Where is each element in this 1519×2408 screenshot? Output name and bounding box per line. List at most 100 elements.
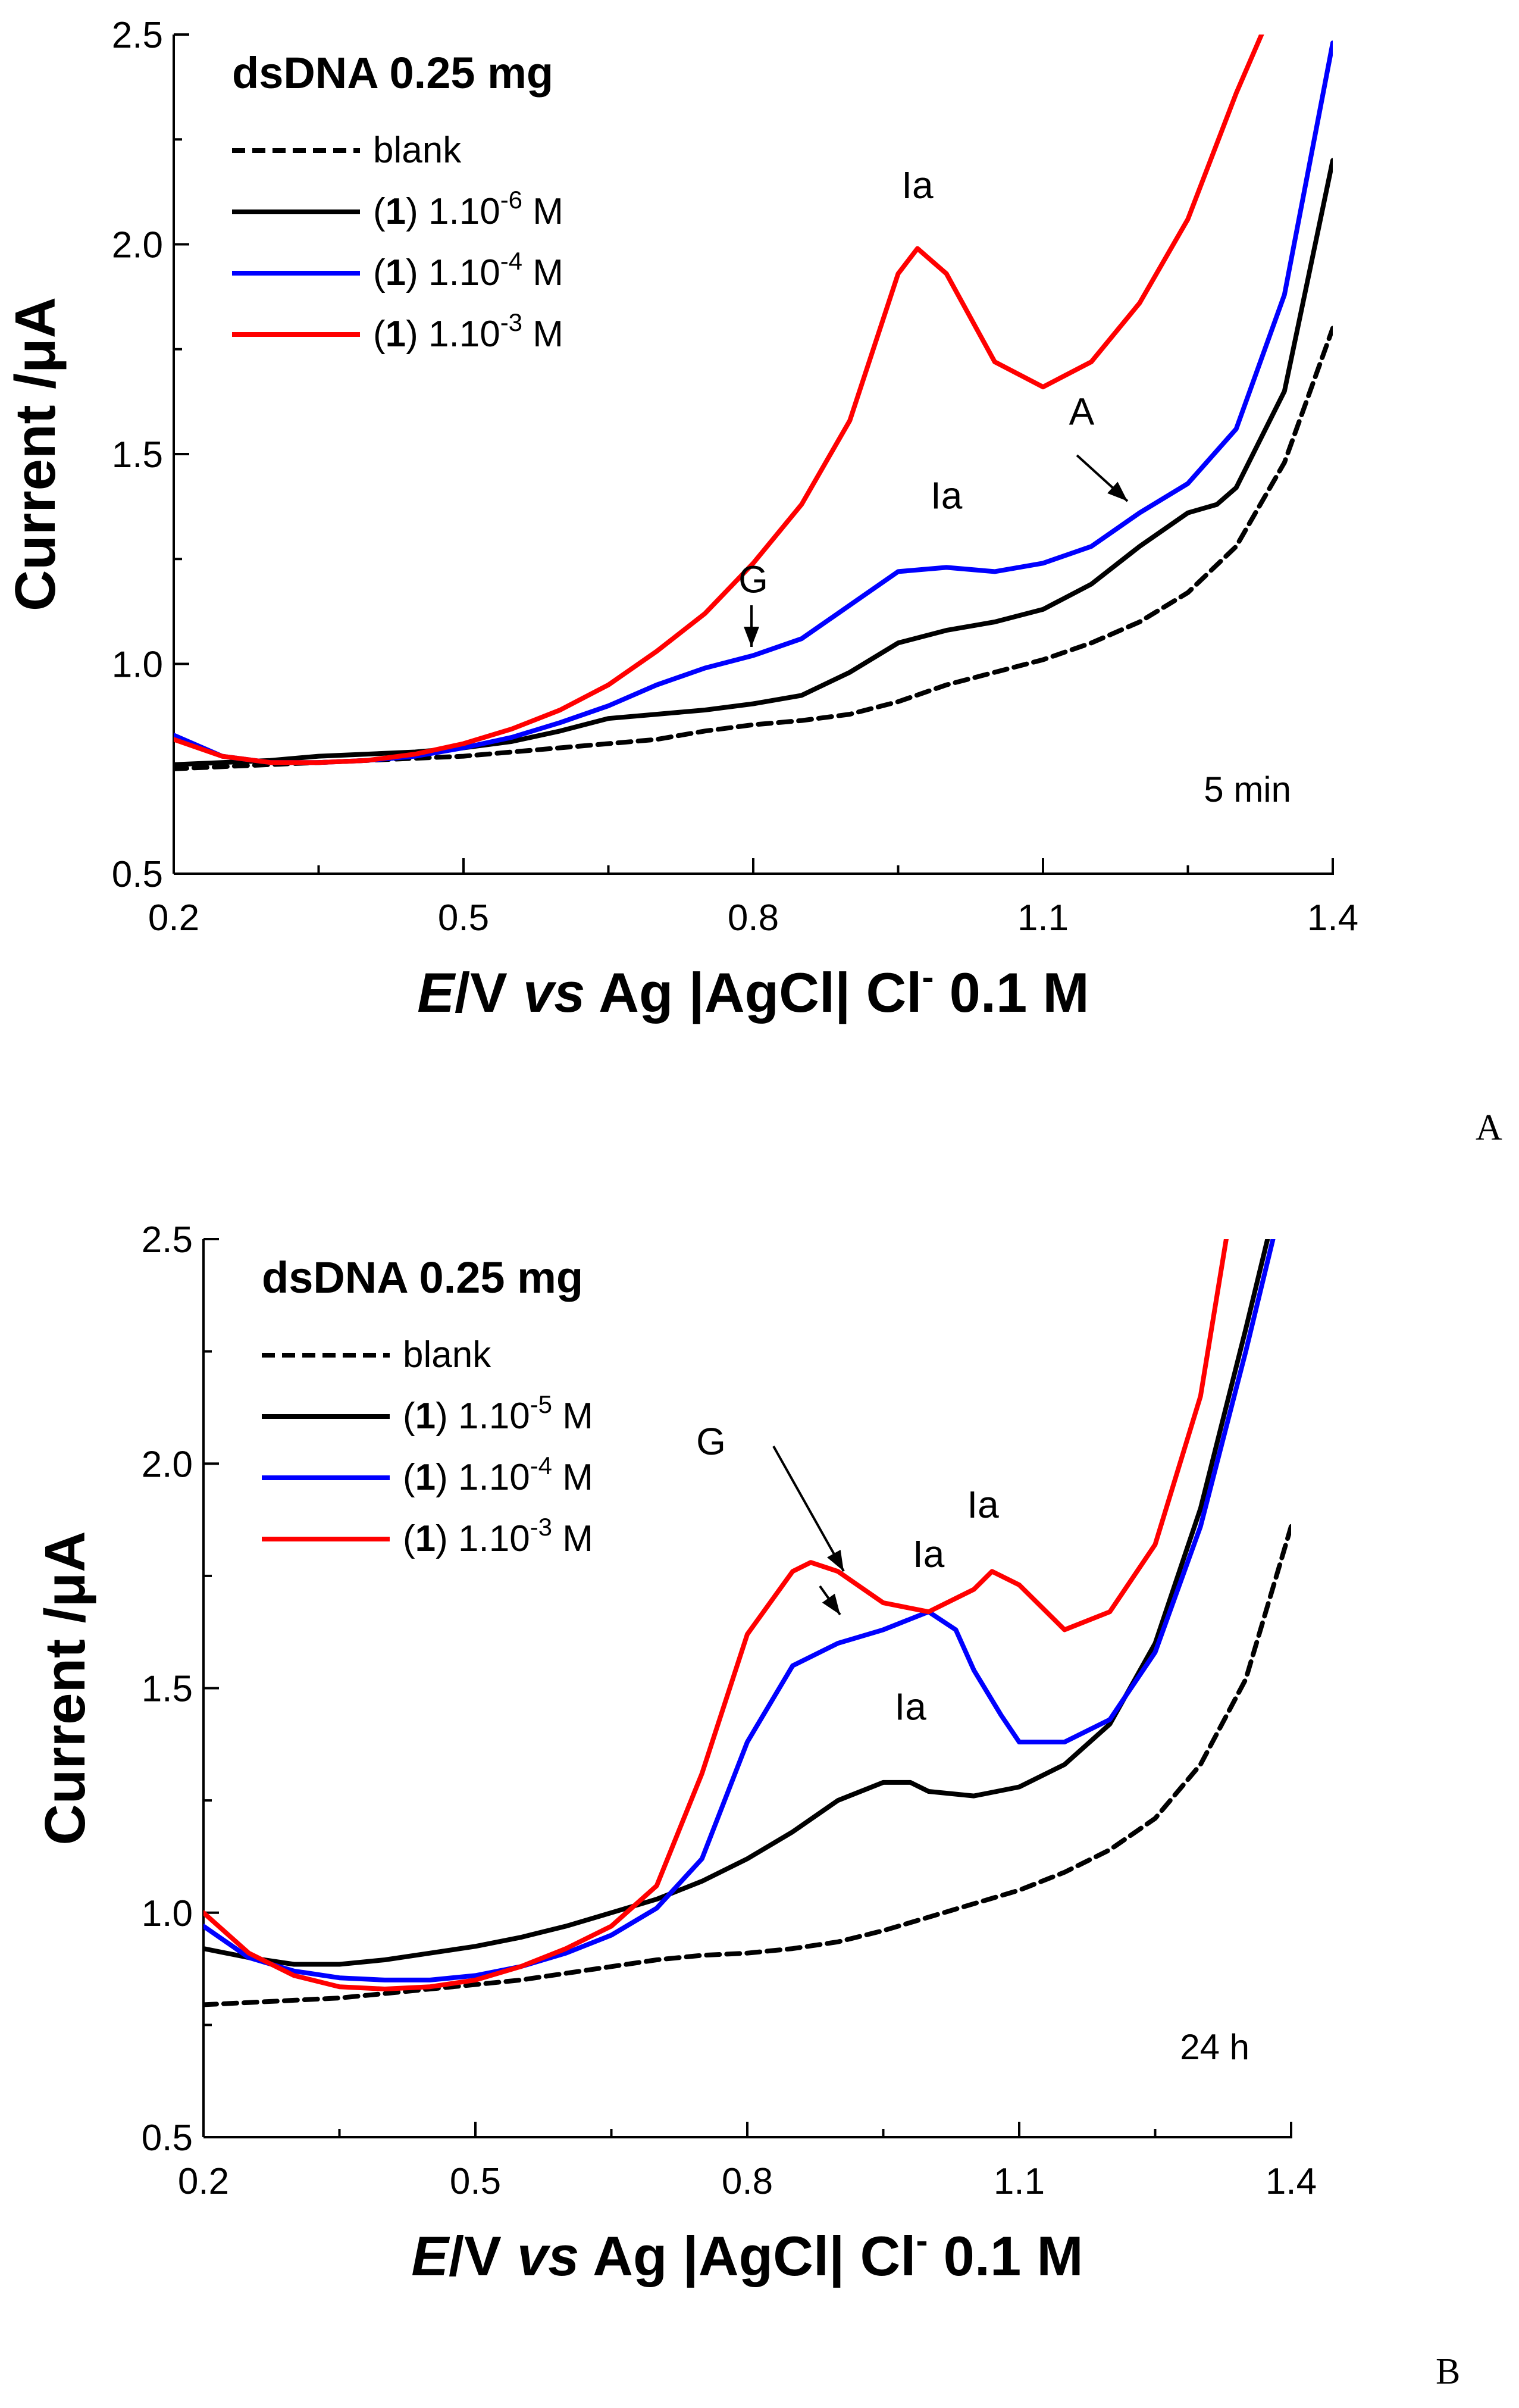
legend-exponent: -5 <box>530 1390 552 1418</box>
legend-compound: 1 <box>386 314 406 355</box>
curves <box>203 1239 1291 2007</box>
legend-paren: ( <box>403 1518 415 1559</box>
series-line-blank <box>203 1524 1291 2007</box>
legend-exponent: -3 <box>500 308 522 336</box>
legend-unit: M <box>522 252 563 293</box>
annotation-label: Ia <box>931 474 963 517</box>
a-arrow <box>1076 454 1129 502</box>
annotation-label: Ia <box>895 1685 927 1728</box>
series-line-conc-5 <box>203 1239 1270 1967</box>
series-line-conc-3 <box>203 1239 1229 1991</box>
x-axis-label: E/V vs Ag |AgCl| Cl- 0.1 M <box>417 957 1089 1024</box>
series-line-conc-3 <box>174 35 1264 765</box>
legend-exponent: -4 <box>500 247 522 275</box>
x-tick-label: 1.4 <box>1307 897 1358 939</box>
y-tick-label: 2.0 <box>112 225 163 266</box>
legend-label: (1) 1.10-3 M <box>373 308 563 355</box>
g-arrow-b2 <box>819 1585 841 1616</box>
y-tick-label: 2.0 <box>142 1444 193 1485</box>
panel-header: dsDNA 0.25 mg <box>232 48 553 98</box>
x-label-electrode: Ag |AgCl| Cl <box>585 961 922 1024</box>
legend-compound: 1 <box>415 1457 436 1498</box>
x-label-electrode: Ag |AgCl| Cl <box>579 2225 916 2288</box>
x-label-var: E <box>411 2225 450 2287</box>
legend-compound: 1 <box>415 1396 436 1437</box>
legend-conc: ) 1.10 <box>436 1457 530 1498</box>
legend-text: blank <box>373 130 462 171</box>
legend-exponent: -3 <box>530 1513 552 1541</box>
legend-label: (1) 1.10-6 M <box>373 186 563 232</box>
x-tick-label: 0.5 <box>438 897 489 939</box>
legend-text: blank <box>403 1334 491 1375</box>
series-line-conc-4 <box>174 40 1333 765</box>
x-label-sup: - <box>916 2221 928 2260</box>
y-tick-label: 1.5 <box>142 1669 193 1710</box>
y-tick-label: 2.5 <box>142 1219 193 1261</box>
series-line-conc-4 <box>203 1239 1276 1982</box>
legend-compound: 1 <box>386 191 406 232</box>
x-tick-label: 0.2 <box>178 2161 229 2202</box>
g-arrow-a <box>744 605 759 647</box>
x-tick-label: 0.2 <box>148 897 199 939</box>
x-tick-label: 0.8 <box>728 897 779 939</box>
legend-paren: ( <box>403 1396 415 1437</box>
legend-label: (1) 1.10-3 M <box>403 1513 593 1559</box>
y-axis-label: Current /μA <box>33 1531 97 1845</box>
legend-unit: M <box>552 1518 593 1559</box>
x-label-conc: 0.1 M <box>928 2225 1083 2287</box>
legend-label: (1) 1.10-4 M <box>403 1452 593 1498</box>
legend-paren: ( <box>373 191 386 232</box>
legend-label: blank <box>403 1334 491 1375</box>
legend-conc: ) 1.10 <box>406 191 500 232</box>
annotation-label: Ia <box>967 1483 999 1526</box>
legend-compound: 1 <box>415 1518 436 1559</box>
y-tick-label: 2.5 <box>112 15 163 56</box>
legend-unit: M <box>522 191 563 232</box>
x-label-unit: /V <box>455 961 523 1024</box>
x-label-unit: /V <box>449 2225 517 2287</box>
g-arrow-b <box>772 1446 845 1572</box>
arrow-head <box>1107 481 1127 501</box>
legend-label: blank <box>373 130 462 171</box>
legend-paren: ( <box>373 252 386 293</box>
y-tick-label: 1.0 <box>142 1893 193 1934</box>
legend-conc: ) 1.10 <box>436 1518 530 1559</box>
x-tick-label: 0.5 <box>450 2161 501 2202</box>
arrow-head <box>827 1549 844 1571</box>
x-label-sup: - <box>922 957 934 997</box>
panel-letter: A <box>1476 1108 1502 1148</box>
y-tick-label: 0.5 <box>112 854 163 895</box>
annotation-label: G <box>696 1420 726 1463</box>
x-label-vs: vs <box>523 961 585 1024</box>
x-label-conc: 0.1 M <box>934 961 1089 1024</box>
y-tick-label: 0.5 <box>142 2118 193 2159</box>
legend-unit: M <box>552 1457 593 1498</box>
legend-paren: ( <box>373 314 386 355</box>
legend-label: (1) 1.10-5 M <box>403 1390 593 1437</box>
x-tick-label: 1.1 <box>1017 897 1069 939</box>
arrow-head <box>744 627 759 647</box>
curves <box>174 35 1333 771</box>
series-line-conc-6 <box>174 158 1333 767</box>
annotation-label: Ia <box>901 164 934 207</box>
legend-unit: M <box>552 1396 593 1437</box>
condition-label: 24 h <box>1180 2027 1249 2067</box>
legend-conc: ) 1.10 <box>406 252 500 293</box>
legend-compound: 1 <box>386 252 406 293</box>
y-tick-label: 1.0 <box>112 645 163 686</box>
x-label-var: E <box>417 961 456 1024</box>
x-label-vs: vs <box>517 2225 580 2287</box>
x-axis-label: E/V vs Ag |AgCl| Cl- 0.1 M <box>411 2221 1083 2288</box>
arrow-head <box>822 1593 840 1615</box>
x-tick-label: 1.1 <box>994 2161 1045 2202</box>
legend-conc: ) 1.10 <box>436 1396 530 1437</box>
legend-paren: ( <box>403 1457 415 1498</box>
condition-label: 5 min <box>1204 770 1291 809</box>
legend-label: (1) 1.10-4 M <box>373 247 563 293</box>
annotation-label: Ia <box>913 1533 945 1575</box>
legend-exponent: -4 <box>530 1452 552 1480</box>
legend-unit: M <box>522 314 563 355</box>
annotation-label: G <box>738 558 768 601</box>
